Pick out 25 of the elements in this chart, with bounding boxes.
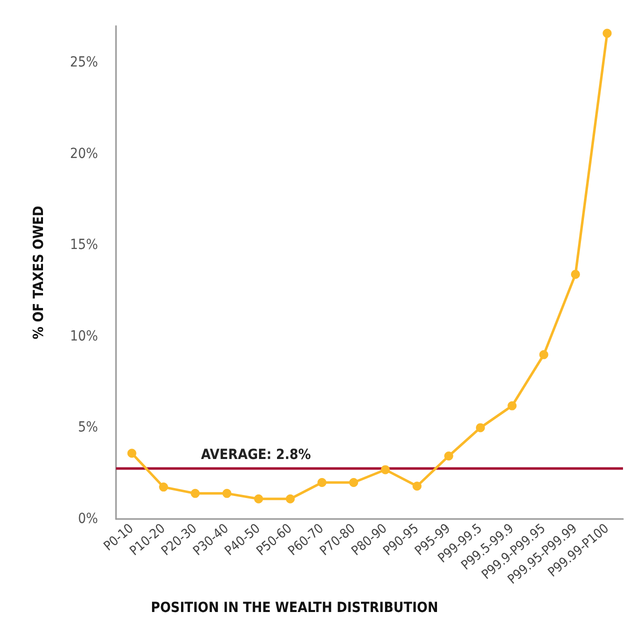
y-tick-label: 5% bbox=[78, 420, 98, 436]
x-axis-title: POSITION IN THE WEALTH DISTRIBUTION bbox=[150, 600, 438, 616]
y-tick-label: 0% bbox=[78, 511, 98, 527]
point bbox=[222, 488, 232, 498]
point bbox=[349, 478, 358, 487]
point bbox=[286, 494, 295, 504]
y-tick-label: 20% bbox=[70, 146, 98, 162]
point bbox=[602, 28, 612, 38]
point bbox=[159, 482, 168, 492]
point bbox=[570, 270, 580, 279]
point bbox=[476, 423, 485, 432]
point bbox=[508, 401, 517, 410]
y-tick-label: 10% bbox=[70, 328, 98, 344]
y-axis-title: % OF TAXES OWED bbox=[31, 206, 47, 340]
point bbox=[190, 488, 200, 498]
ref-line-label: AVERAGE: 2.8% bbox=[201, 446, 312, 463]
point bbox=[317, 478, 326, 487]
point bbox=[412, 482, 422, 491]
point bbox=[444, 452, 454, 461]
y-tick-label: 25% bbox=[70, 54, 98, 71]
point bbox=[254, 494, 264, 504]
y-tick-label: 15% bbox=[70, 237, 98, 254]
point bbox=[127, 448, 136, 458]
point bbox=[380, 465, 390, 474]
point bbox=[539, 350, 548, 360]
